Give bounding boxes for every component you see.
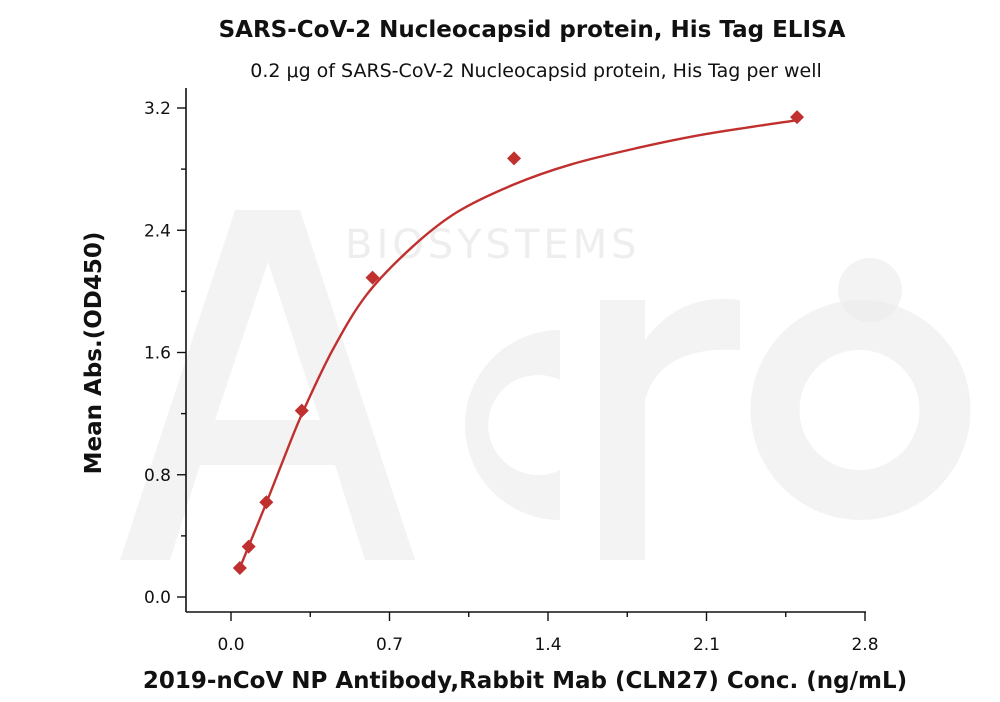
x-tick-label: 1.4: [534, 635, 561, 655]
watermark-text: BIOSYSTEMS: [345, 222, 641, 268]
y-axis-label: Mean Abs.(OD450): [81, 232, 107, 475]
y-ticks: 0.0 0.8 1.6 2.4 3.2: [144, 99, 186, 608]
x-ticks: 0.0 0.7 1.4 2.1 2.8: [217, 612, 879, 655]
watermark-logo: [120, 210, 971, 560]
data-point: [790, 110, 805, 125]
y-tick-label: 1.6: [144, 344, 171, 364]
data-point: [507, 151, 522, 166]
data-point: [365, 270, 380, 285]
data-point: [259, 495, 274, 510]
x-tick-label: 0.7: [376, 635, 403, 655]
data-point: [232, 560, 247, 575]
y-tick-label: 3.2: [144, 99, 171, 119]
y-tick-label: 0.0: [144, 588, 171, 608]
chart-subtitle: 0.2 μg of SARS-CoV-2 Nucleocapsid protei…: [250, 60, 822, 82]
axes: 0.0 0.7 1.4 2.1 2.8 0.0 0.8 1.6 2.4 3.2: [144, 88, 879, 655]
x-tick-label: 2.1: [693, 635, 720, 655]
data-markers: [232, 110, 805, 575]
chart-title: SARS-CoV-2 Nucleocapsid protein, His Tag…: [219, 17, 846, 43]
x-axis-label: 2019-nCoV NP Antibody,Rabbit Mab (CLN27)…: [143, 668, 907, 694]
y-tick-label: 2.4: [144, 221, 171, 241]
plot-area: [232, 110, 805, 575]
data-point: [241, 539, 256, 554]
x-tick-label: 0.0: [217, 635, 244, 655]
data-point: [294, 403, 309, 418]
fit-curve: [238, 119, 798, 569]
y-tick-label: 0.8: [144, 466, 171, 486]
watermark: BIOSYSTEMS: [120, 210, 971, 560]
x-tick-label: 2.8: [851, 635, 878, 655]
